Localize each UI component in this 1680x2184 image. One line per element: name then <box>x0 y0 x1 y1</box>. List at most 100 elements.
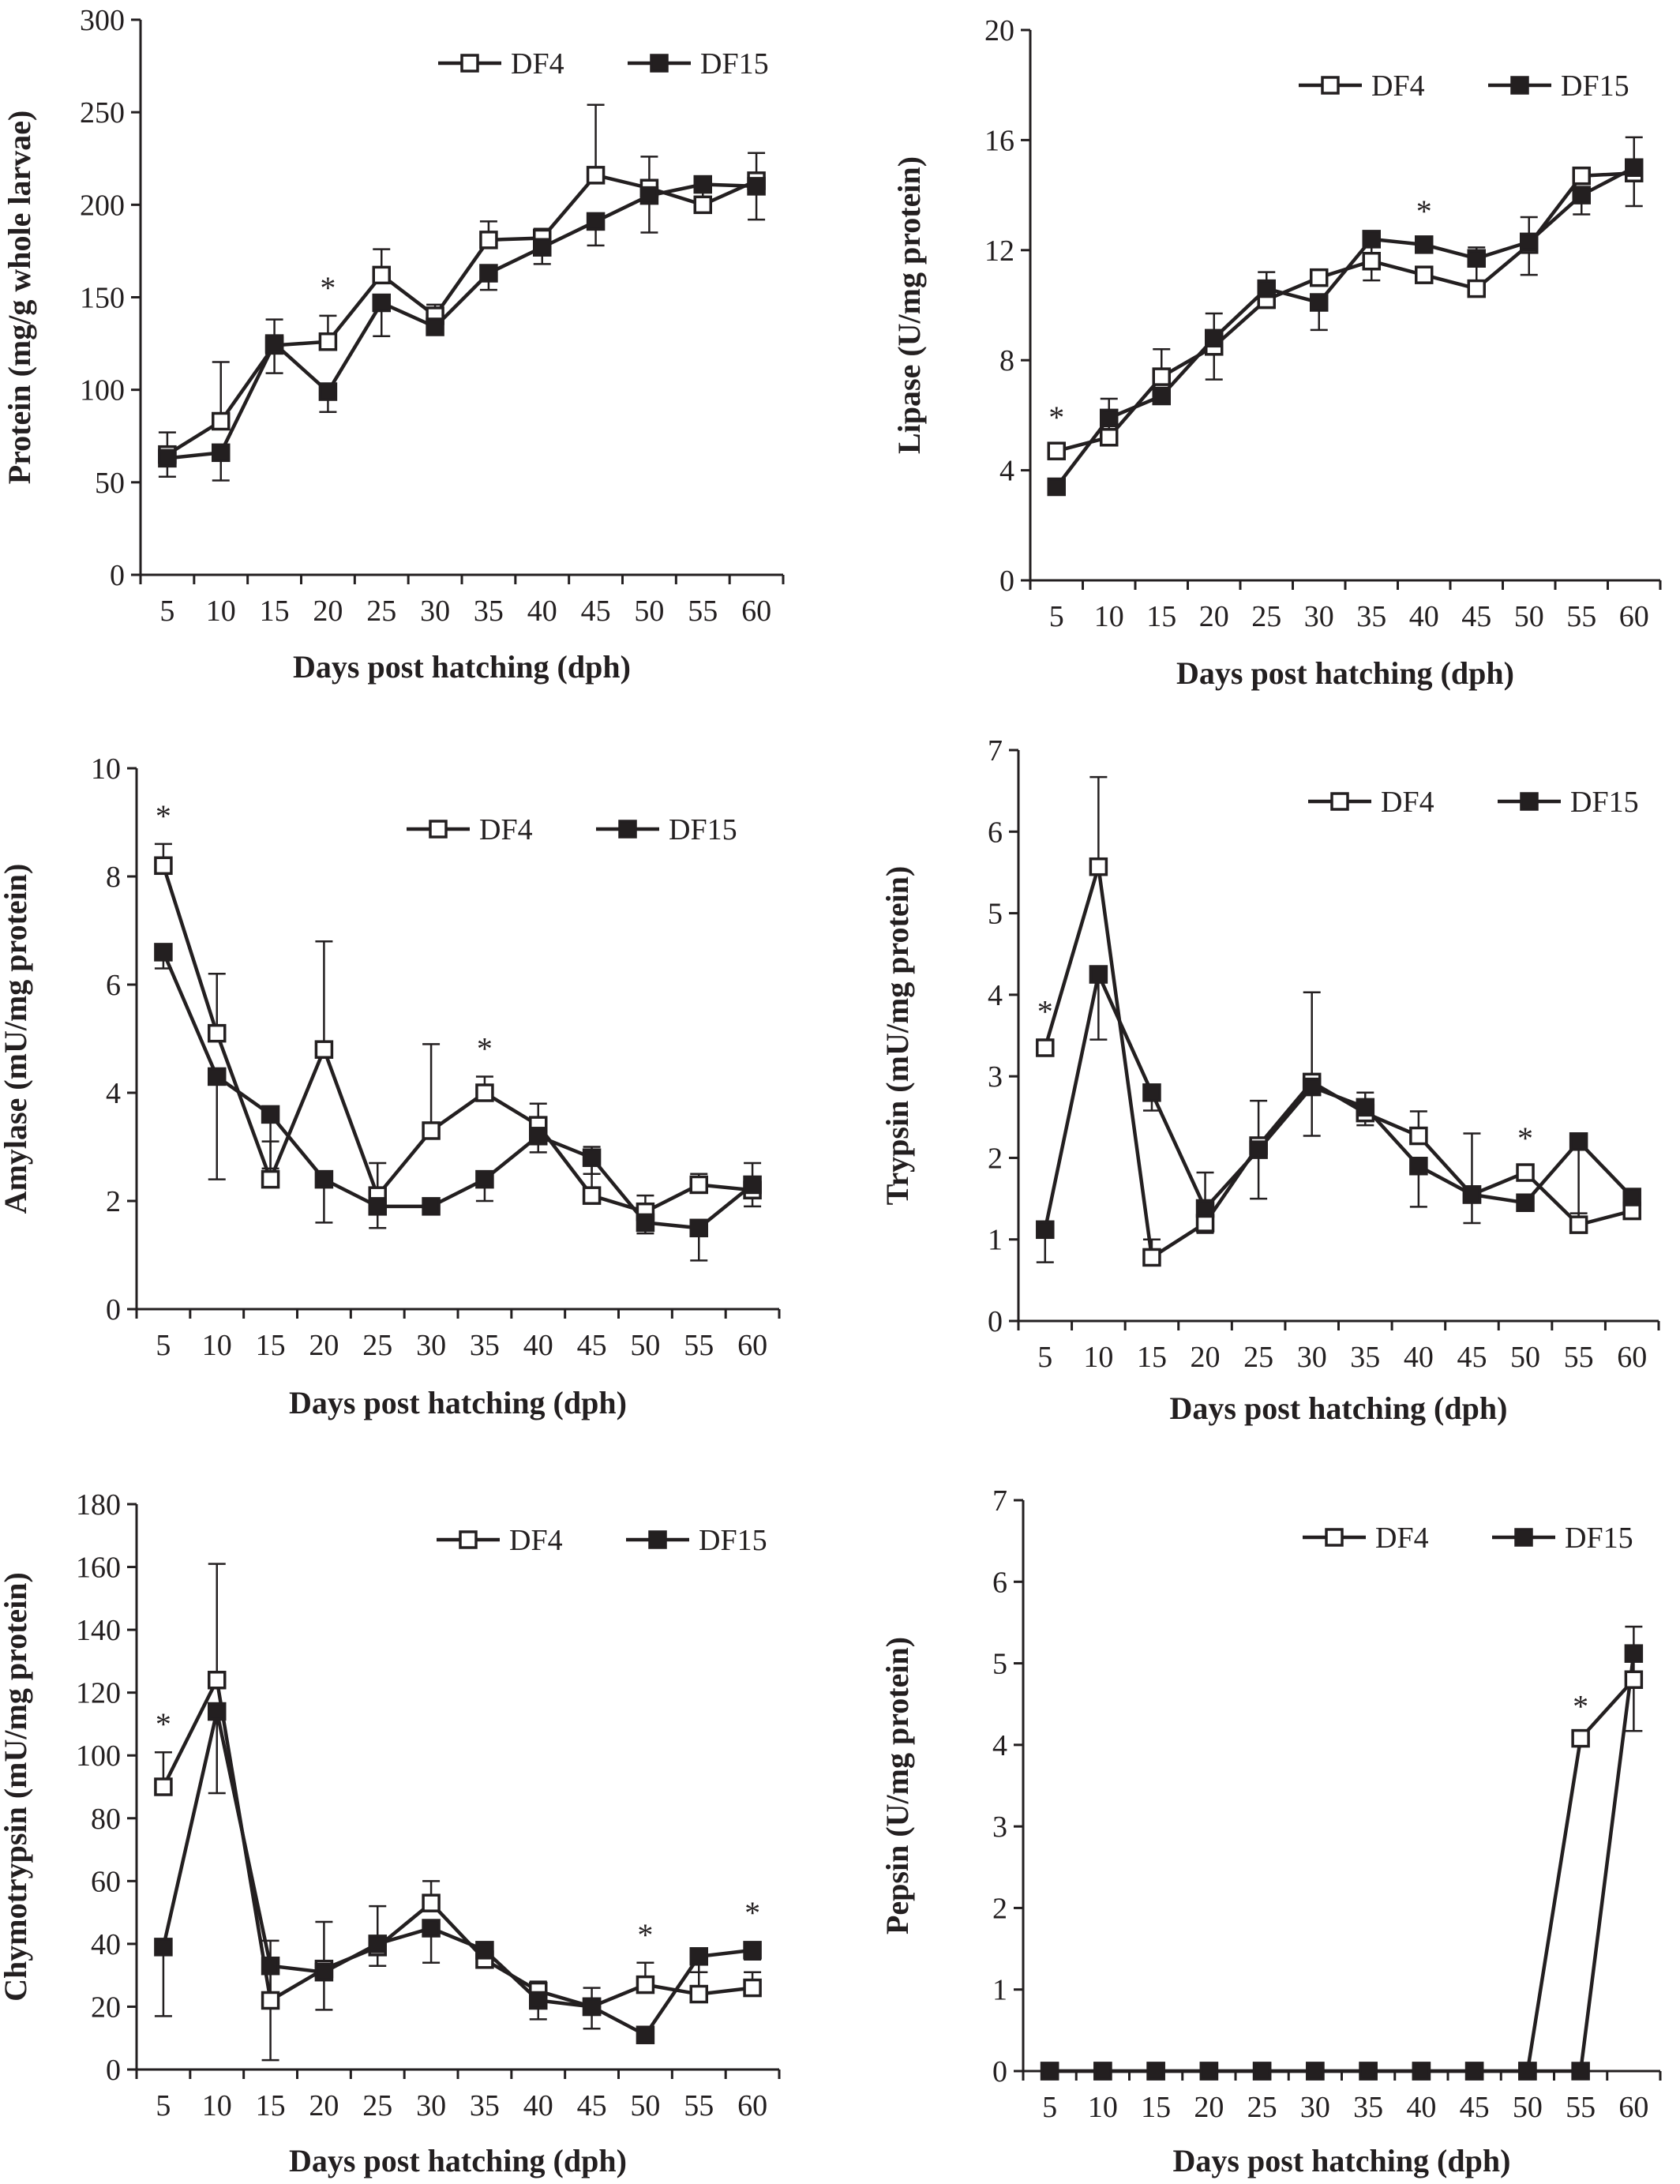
significance-star: * <box>320 270 336 306</box>
x-tick-label: 10 <box>1094 600 1124 633</box>
x-tick-label: 15 <box>1146 600 1176 633</box>
legend-marker-DF15 <box>1514 1528 1533 1547</box>
y-tick-label: 200 <box>80 189 125 222</box>
data-point-DF4 <box>1310 268 1329 287</box>
data-point-DF15 <box>1467 249 1486 268</box>
series-line-DF4 <box>1056 171 1634 453</box>
data-point-DF4 <box>743 1978 762 1998</box>
data-point-DF15 <box>1205 328 1224 348</box>
data-point-DF4 <box>372 265 391 285</box>
legend-marker-DF15 <box>1520 792 1539 811</box>
data-point-DF15 <box>154 1938 173 1957</box>
legend-label: DF15 <box>1561 69 1629 103</box>
x-tick-label: 45 <box>1457 1341 1487 1374</box>
data-point-DF15 <box>1036 1220 1055 1240</box>
x-tick-label: 55 <box>1566 2091 1596 2124</box>
x-tick-label: 35 <box>1353 2091 1383 2124</box>
legend-label: DF4 <box>511 47 564 81</box>
data-point-DF15 <box>1146 2062 1165 2081</box>
legend-marker-DF4 <box>429 820 448 839</box>
data-point-DF4 <box>1100 428 1119 447</box>
data-point-DF15 <box>261 1105 280 1124</box>
data-point-DF15 <box>1625 158 1644 177</box>
series-line-DF4 <box>1049 1678 1636 2073</box>
y-tick-label: 10 <box>91 752 121 786</box>
y-tick-label: 0 <box>106 2054 121 2087</box>
significance-star: * <box>156 1706 171 1742</box>
data-point-DF15 <box>368 1197 387 1216</box>
data-point-DF4 <box>154 1777 173 1796</box>
x-axis-title: Days post hatching (dph) <box>289 1385 627 1420</box>
x-tick-label: 5 <box>1049 600 1064 633</box>
y-tick-label: 250 <box>80 96 125 129</box>
data-point-DF4 <box>1571 1728 1590 1748</box>
data-point-DF4 <box>422 1121 441 1140</box>
data-point-DF15 <box>747 177 766 196</box>
x-tick-label: 40 <box>523 1329 553 1362</box>
legend-marker-DF15 <box>650 54 669 73</box>
data-point-DF15 <box>1462 1185 1482 1204</box>
data-point-DF15 <box>422 1919 441 1938</box>
data-point-DF15 <box>1520 232 1539 252</box>
data-point-DF4 <box>1572 166 1591 186</box>
x-tick-label: 60 <box>1619 600 1649 633</box>
data-point-DF4 <box>422 1893 441 1912</box>
y-tick-label: 100 <box>80 374 125 407</box>
data-point-DF15 <box>586 212 606 231</box>
x-tick-label: 45 <box>577 1329 607 1362</box>
data-point-DF15 <box>693 174 712 194</box>
x-tick-label: 10 <box>202 2089 232 2122</box>
y-tick-label: 160 <box>76 1552 121 1585</box>
x-tick-label: 35 <box>470 2089 500 2122</box>
y-axis-title: Amylase (mU/mg protein) <box>0 864 33 1214</box>
data-point-DF4 <box>689 1984 708 2004</box>
series-line-DF4 <box>166 173 758 456</box>
data-point-DF15 <box>426 317 444 336</box>
legend-label: DF15 <box>1565 1522 1633 1555</box>
x-tick-label: 30 <box>1297 1341 1327 1374</box>
x-tick-label: 50 <box>634 595 664 628</box>
y-tick-label: 7 <box>992 1484 1007 1518</box>
data-point-DF15 <box>1409 1157 1428 1176</box>
data-point-DF15 <box>1047 477 1066 497</box>
x-tick-label: 5 <box>156 2089 171 2122</box>
data-point-DF15 <box>1359 2062 1378 2081</box>
legend-label: DF4 <box>509 1524 563 1557</box>
x-tick-label: 25 <box>1247 2091 1277 2124</box>
x-tick-label: 35 <box>1350 1341 1380 1374</box>
legend-marker-DF15 <box>618 820 637 839</box>
x-tick-label: 25 <box>1251 600 1281 633</box>
data-point-DF15 <box>1195 1199 1215 1218</box>
data-point-DF15 <box>422 1197 441 1216</box>
y-tick-label: 7 <box>988 734 1003 767</box>
data-point-DF4 <box>318 332 338 351</box>
data-point-DF15 <box>529 1991 548 2010</box>
legend-label: DF4 <box>1371 69 1425 103</box>
data-point-DF4 <box>479 231 498 250</box>
legend-label: DF15 <box>669 813 737 846</box>
y-tick-label: 40 <box>91 1928 121 1961</box>
significance-star: * <box>637 1917 653 1953</box>
data-point-DF4 <box>582 1186 602 1205</box>
data-point-DF15 <box>1412 2062 1431 2081</box>
data-point-DF4 <box>1409 1126 1428 1146</box>
data-point-DF4 <box>586 166 606 185</box>
y-tick-label: 20 <box>984 14 1014 47</box>
series-line-DF4 <box>161 1674 753 2009</box>
x-axis-title: Days post hatching (dph) <box>293 649 631 685</box>
x-tick-label: 25 <box>1243 1341 1273 1374</box>
y-tick-label: 5 <box>992 1648 1007 1681</box>
data-point-DF15 <box>533 238 552 257</box>
data-point-DF15 <box>1252 2062 1272 2081</box>
data-point-DF15 <box>1572 186 1591 205</box>
data-point-DF15 <box>743 1175 762 1195</box>
x-tick-label: 40 <box>527 595 557 628</box>
significance-star: * <box>1517 1120 1533 1156</box>
y-tick-label: 50 <box>95 467 125 500</box>
y-axis-title: Pepsin (U/mg protein) <box>879 1637 915 1934</box>
y-tick-label: 2 <box>106 1185 121 1218</box>
x-axis-title: Days post hatching (dph) <box>1170 1390 1508 1426</box>
significance-star: * <box>744 1895 760 1931</box>
data-point-DF15 <box>261 1956 280 1976</box>
